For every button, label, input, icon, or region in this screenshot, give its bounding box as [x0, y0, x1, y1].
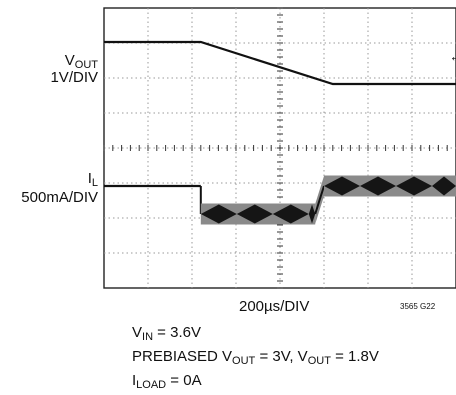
il-ripple-diamond [324, 176, 360, 196]
vout-channel-label: VOUT [64, 52, 98, 71]
plot-traces: ← [104, 40, 456, 225]
il-ripple-diamond [432, 176, 456, 196]
il-trace-rise [314, 185, 325, 215]
vout-trace [104, 40, 456, 86]
il-scale-label: 500mA/DIV [21, 189, 98, 206]
vout-ground-marker: ← [449, 48, 456, 64]
figure-id: 3565 G22 [400, 302, 436, 311]
test-conditions: VIN = 3.6V PREBIASED VOUT = 3V, VOUT = 1.… [132, 323, 379, 395]
il-ripple-diamond [272, 204, 309, 224]
condition-line: ILOAD = 0A [132, 372, 202, 391]
il-ripple-diamond [396, 176, 432, 196]
il-channel-label: IL [87, 170, 98, 189]
plot-grid [103, 7, 456, 289]
il-ripple-diamond [200, 204, 237, 224]
time-scale-label: 200µs/DIV [239, 298, 310, 315]
il-ripple-diamond [236, 204, 273, 224]
il-ripple-diamond [360, 176, 396, 196]
vout-scale-label: 1V/DIV [50, 69, 98, 86]
condition-line: VIN = 3.6V [132, 324, 201, 343]
condition-line: PREBIASED VOUT = 3V, VOUT = 1.8V [132, 348, 379, 367]
il-ripple-diamond [308, 204, 316, 224]
